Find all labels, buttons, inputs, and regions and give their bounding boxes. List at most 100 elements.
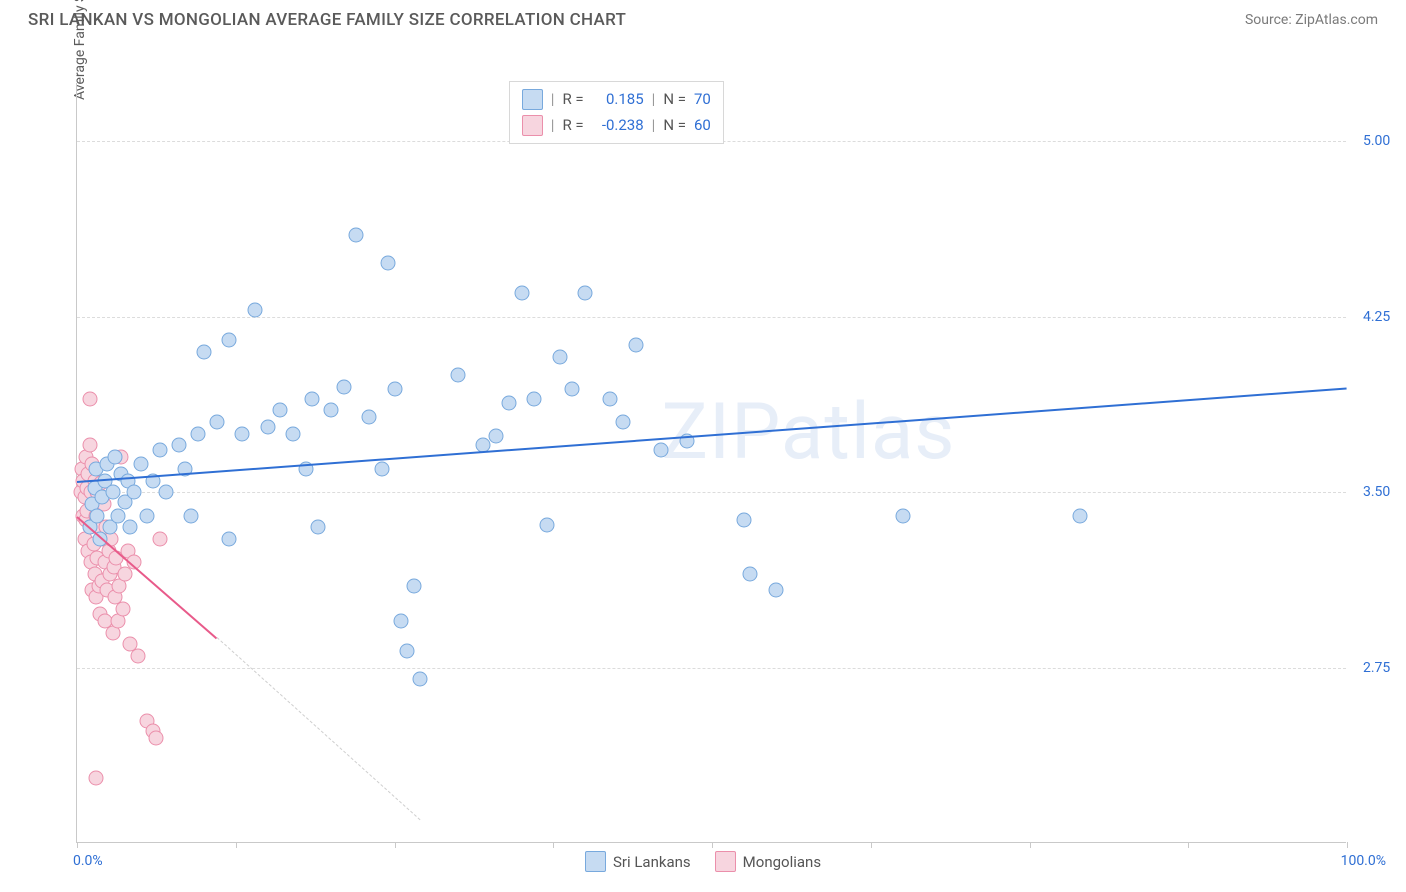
legend-swatch-blue xyxy=(522,89,543,110)
legend-item-pink: Mongolians xyxy=(715,851,821,872)
sri-lankans-point xyxy=(362,410,377,425)
sri-lankans-point xyxy=(260,419,275,434)
sri-lankans-point xyxy=(247,302,262,317)
x-tick xyxy=(1347,842,1348,848)
mongolians-point xyxy=(130,648,145,663)
mongolians-point xyxy=(148,730,163,745)
mongolians-point xyxy=(82,391,97,406)
sri-lankans-point xyxy=(1073,508,1088,523)
sri-lankans-point xyxy=(895,508,910,523)
correlation-legend: |R =0.185|N = 70|R =-0.238|N = 60 xyxy=(509,81,724,144)
legend-item-blue: Sri Lankans xyxy=(585,851,691,872)
sri-lankans-point xyxy=(184,508,199,523)
legend-swatch-pink xyxy=(715,851,736,872)
legend-row-pink: | R = -0.238 | N = 60 xyxy=(522,113,711,139)
series-legend: Sri Lankans Mongolians xyxy=(585,851,821,872)
mongolians-point xyxy=(115,602,130,617)
mongolians-point xyxy=(89,770,104,785)
sri-lankans-point xyxy=(743,567,758,582)
chart-header: SRI LANKAN VS MONGOLIAN AVERAGE FAMILY S… xyxy=(0,0,1406,38)
chart-source: Source: ZipAtlas.com xyxy=(1245,12,1378,28)
gridline xyxy=(77,668,1346,669)
sri-lankans-point xyxy=(616,415,631,430)
x-tick xyxy=(871,842,872,848)
sri-lankans-point xyxy=(412,672,427,687)
sri-lankans-point xyxy=(285,426,300,441)
sri-lankans-point xyxy=(152,443,167,458)
y-tick-label: 5.00 xyxy=(1363,133,1390,149)
sri-lankans-point xyxy=(514,286,529,301)
sri-lankans-point xyxy=(381,256,396,271)
mongolians-point xyxy=(152,532,167,547)
separator: | xyxy=(551,113,555,139)
sri-lankans-point xyxy=(108,450,123,465)
n-label: N = xyxy=(663,113,686,139)
sri-lankans-point xyxy=(110,508,125,523)
r-label: R = xyxy=(562,87,583,113)
sri-lankans-point xyxy=(273,403,288,418)
x-min-label: 0.0% xyxy=(73,853,103,869)
sri-lankans-point xyxy=(501,396,516,411)
trend-line-blue xyxy=(77,387,1347,483)
r-value-blue: 0.185 xyxy=(592,87,644,113)
sri-lankans-point xyxy=(654,443,669,458)
n-value-pink: 60 xyxy=(694,113,711,139)
legend-label-pink: Mongolians xyxy=(743,853,821,871)
y-tick-label: 2.75 xyxy=(1363,660,1390,676)
separator: | xyxy=(551,87,555,113)
x-tick xyxy=(236,842,237,848)
sri-lankans-point xyxy=(336,380,351,395)
sri-lankans-point xyxy=(158,485,173,500)
sri-lankans-point xyxy=(171,438,186,453)
gridline xyxy=(77,492,1346,493)
sri-lankans-point xyxy=(222,333,237,348)
watermark: ZIPatlas xyxy=(661,387,955,478)
sri-lankans-point xyxy=(222,532,237,547)
sri-lankans-point xyxy=(304,391,319,406)
sri-lankans-point xyxy=(133,457,148,472)
sri-lankans-point xyxy=(190,426,205,441)
y-tick-label: 4.25 xyxy=(1363,309,1390,325)
sri-lankans-point xyxy=(603,391,618,406)
plot-region: ZIPatlas 2.753.504.255.000.0%100.0%|R =0… xyxy=(76,83,1346,843)
sri-lankans-point xyxy=(123,520,138,535)
x-tick xyxy=(553,842,554,848)
sri-lankans-point xyxy=(768,583,783,598)
sri-lankans-point xyxy=(565,382,580,397)
r-label: R = xyxy=(562,113,583,139)
sri-lankans-point xyxy=(578,286,593,301)
separator: | xyxy=(652,87,656,113)
legend-row-blue: |R =0.185|N = 70 xyxy=(522,87,711,113)
separator: | xyxy=(652,113,656,139)
sri-lankans-point xyxy=(139,508,154,523)
sri-lankans-point xyxy=(393,613,408,628)
sri-lankans-point xyxy=(235,426,250,441)
sri-lankans-point xyxy=(349,228,364,243)
mongolians-point xyxy=(82,438,97,453)
x-max-label: 100.0% xyxy=(1341,853,1386,869)
r-value-pink: -0.238 xyxy=(592,113,644,139)
sri-lankans-point xyxy=(451,368,466,383)
sri-lankans-point xyxy=(406,578,421,593)
sri-lankans-point xyxy=(374,461,389,476)
sri-lankans-point xyxy=(489,429,504,444)
legend-swatch-blue xyxy=(585,851,606,872)
x-tick xyxy=(1188,842,1189,848)
sri-lankans-point xyxy=(90,508,105,523)
sri-lankans-point xyxy=(197,344,212,359)
sri-lankans-point xyxy=(539,517,554,532)
sri-lankans-point xyxy=(311,520,326,535)
chart-title: SRI LANKAN VS MONGOLIAN AVERAGE FAMILY S… xyxy=(28,10,626,30)
sri-lankans-point xyxy=(400,644,415,659)
trend-line-pink-dash xyxy=(216,637,420,820)
sri-lankans-point xyxy=(209,415,224,430)
sri-lankans-point xyxy=(324,403,339,418)
x-tick xyxy=(77,842,78,848)
sri-lankans-point xyxy=(127,485,142,500)
sri-lankans-point xyxy=(552,349,567,364)
x-tick xyxy=(395,842,396,848)
x-tick xyxy=(712,842,713,848)
sri-lankans-point xyxy=(628,337,643,352)
x-tick xyxy=(1030,842,1031,848)
legend-swatch-pink xyxy=(522,115,543,136)
